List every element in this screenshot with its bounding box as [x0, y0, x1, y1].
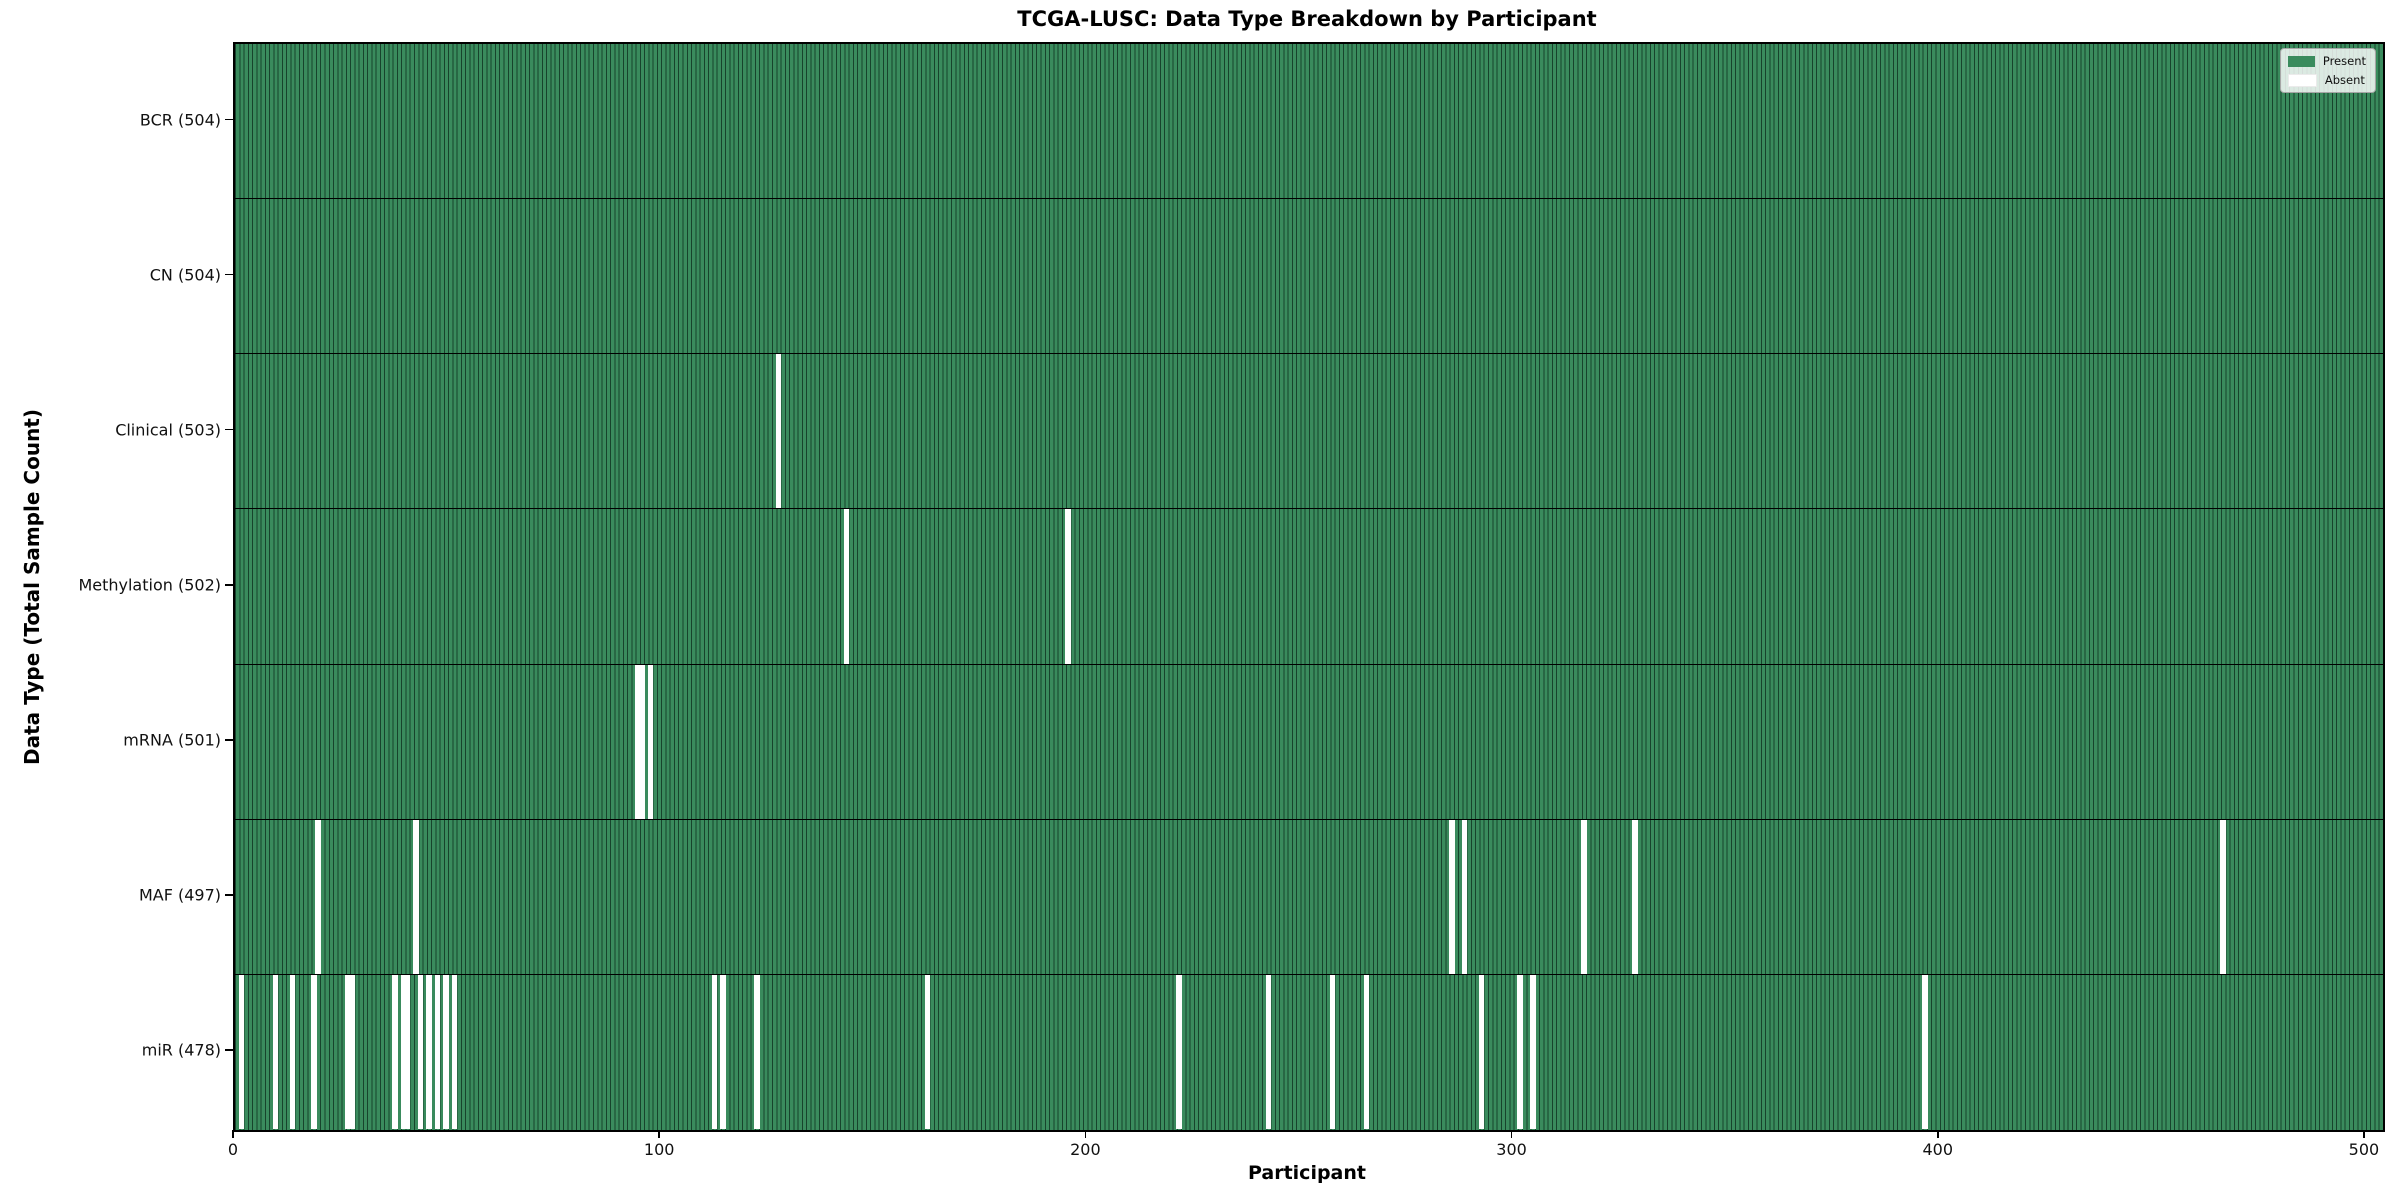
absent-marker: [391, 974, 398, 1129]
row-bcr: [235, 44, 2383, 200]
y-tick-mark: [225, 584, 233, 586]
legend-entry-present: Present: [2287, 54, 2366, 68]
absent-marker: [315, 819, 321, 974]
absent-marker: [311, 974, 317, 1129]
x-axis-label: Participant: [1247, 1162, 1366, 1184]
x-tick-label-400: 400: [1922, 1140, 1954, 1159]
y-tick-label-mir: miR (478): [141, 1040, 221, 1060]
absent-marker: [400, 974, 407, 1129]
absent-marker: [1448, 819, 1455, 974]
absent-marker: [434, 974, 441, 1129]
y-tick-label-cn: CN (504): [149, 265, 221, 285]
y-tick-label-methylation: Methylation (502): [78, 575, 221, 595]
y-tick-label-maf: MAF (497): [138, 885, 221, 905]
x-tick-mark: [1936, 1130, 1939, 1138]
legend-label-absent: Absent: [2324, 73, 2365, 87]
absent-marker: [1363, 974, 1370, 1129]
legend-entry-absent: Absent: [2287, 73, 2366, 87]
absent-marker: [413, 819, 419, 974]
absent-marker: [639, 664, 645, 819]
y-tick-mark: [225, 118, 233, 121]
absent-marker: [1461, 819, 1468, 974]
y-tick-label-bcr: BCR (504): [139, 110, 221, 130]
chart-title: TCGA-LUSC: Data Type Breakdown by Partic…: [1017, 7, 1597, 31]
absent-marker: [711, 974, 718, 1129]
absent-marker: [426, 974, 432, 1129]
x-tick-label-100: 100: [643, 1140, 675, 1159]
row-clinical: [235, 354, 2383, 510]
absent-marker: [443, 974, 449, 1129]
y-tick-label-mrna: mRNA (501): [123, 730, 221, 750]
absent-marker: [417, 974, 424, 1129]
absent-marker: [349, 974, 356, 1129]
absent-marker: [754, 974, 760, 1129]
absent-marker: [1632, 819, 1638, 974]
x-tick-label-200: 200: [1070, 1140, 1101, 1159]
absent-marker: [720, 974, 726, 1129]
absent-marker: [238, 974, 245, 1129]
y-tick-mark: [225, 428, 233, 431]
y-tick-mark: [225, 739, 233, 741]
absent-marker: [1529, 974, 1536, 1129]
absent-marker: [1922, 974, 1928, 1129]
absent-marker: [924, 974, 931, 1129]
row-maf: [235, 819, 2383, 975]
absent-marker: [634, 664, 641, 819]
legend-label-present: Present: [2322, 54, 2366, 68]
absent-marker: [647, 664, 654, 819]
x-tick-label-0: 0: [227, 1140, 239, 1159]
x-tick-mark: [1084, 1130, 1087, 1138]
y-tick-mark: [225, 894, 233, 896]
x-tick-label-500: 500: [2348, 1140, 2380, 1159]
absent-marker: [1065, 509, 1072, 664]
x-tick-mark: [1510, 1130, 1513, 1138]
absent-marker: [289, 974, 296, 1129]
x-tick-mark: [658, 1130, 660, 1138]
y-tick-label-clinical: Clinical (503): [115, 420, 221, 440]
row-mrna: [235, 664, 2383, 820]
absent-marker: [2220, 819, 2226, 974]
absent-marker: [775, 354, 782, 509]
absent-marker: [404, 974, 411, 1129]
y-tick-mark: [225, 273, 233, 276]
absent-marker: [1517, 974, 1523, 1129]
row-cn: [235, 199, 2383, 355]
absent-marker: [1176, 974, 1182, 1129]
row-mir: [235, 974, 2383, 1130]
present-swatch-icon: [2287, 55, 2315, 67]
absent-marker: [451, 974, 458, 1129]
absent-marker: [843, 509, 850, 664]
absent-marker: [1329, 974, 1336, 1129]
row-methylation: [235, 509, 2383, 665]
absent-marker: [1265, 974, 1272, 1129]
absent-swatch-icon: [2287, 73, 2317, 87]
absent-marker: [1581, 819, 1587, 974]
legend: Present Absent: [2279, 48, 2376, 93]
x-tick-mark: [232, 1130, 234, 1138]
x-tick-mark: [2363, 1130, 2365, 1138]
absent-marker: [1478, 974, 1485, 1129]
absent-marker: [272, 974, 279, 1129]
x-tick-label-300: 300: [1496, 1140, 1527, 1159]
absent-marker: [345, 974, 351, 1129]
plot-area: [233, 42, 2385, 1132]
y-tick-mark: [225, 1049, 233, 1052]
